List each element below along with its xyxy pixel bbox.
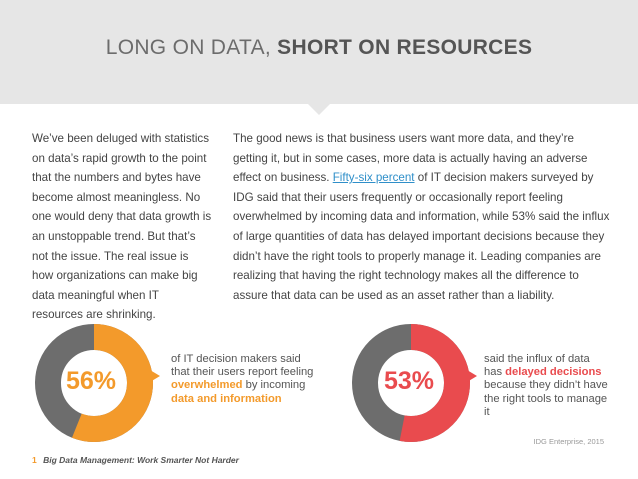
- donut-chart-56: [35, 324, 153, 442]
- stat-53-highlight-delayed: delayed decisions: [505, 366, 602, 379]
- header-band: LONG ON DATA, SHORT ON RESOURCES: [0, 0, 638, 104]
- stat-56-value: 56%: [66, 367, 117, 395]
- stat-56-text-mid: by incoming: [245, 379, 306, 392]
- footer: 1 Big Data Management: Work Smarter Not …: [32, 455, 239, 465]
- stat-53-text: said the influx of data has: [484, 353, 590, 379]
- page-number: 1: [32, 455, 37, 465]
- stat-53-description: said the influx of data has delayed deci…: [484, 353, 609, 419]
- donut-arc-53: [352, 324, 470, 442]
- title-bold: SHORT ON RESOURCES: [277, 36, 533, 59]
- stat-56-highlight-overwhelmed: overwhelmed: [171, 379, 243, 392]
- stat-53-pointer: [467, 370, 477, 382]
- stat-53-text-after: because they didn’t have the right tools…: [484, 379, 608, 418]
- stat-56-pointer: [150, 370, 160, 382]
- fifty-six-percent-link[interactable]: Fifty-six percent: [332, 171, 415, 185]
- source-credit: IDG Enterprise, 2015: [533, 437, 604, 446]
- stat-56-text: of IT decision makers said that their us…: [171, 353, 314, 379]
- stat-53-value: 53%: [384, 367, 435, 395]
- left-column: We’ve been deluged with statistics on da…: [32, 129, 212, 325]
- page-title: LONG ON DATA, SHORT ON RESOURCES: [0, 36, 638, 60]
- right-intro: The good news is that business users wan…: [233, 132, 588, 185]
- header-notch: [307, 103, 331, 115]
- donut-chart-53: [352, 324, 470, 442]
- right-rest: of IT decision makers surveyed by IDG sa…: [233, 171, 610, 302]
- stat-56-description: of IT decision makers said that their us…: [171, 353, 316, 406]
- stat-56-highlight-data: data and information: [171, 392, 282, 405]
- donut-arc-56: [35, 324, 153, 442]
- left-paragraph: We’ve been deluged with statistics on da…: [32, 132, 212, 322]
- document-title: Big Data Management: Work Smarter Not Ha…: [43, 455, 239, 465]
- title-light: LONG ON DATA,: [105, 36, 272, 59]
- right-column: The good news is that business users wan…: [233, 129, 611, 305]
